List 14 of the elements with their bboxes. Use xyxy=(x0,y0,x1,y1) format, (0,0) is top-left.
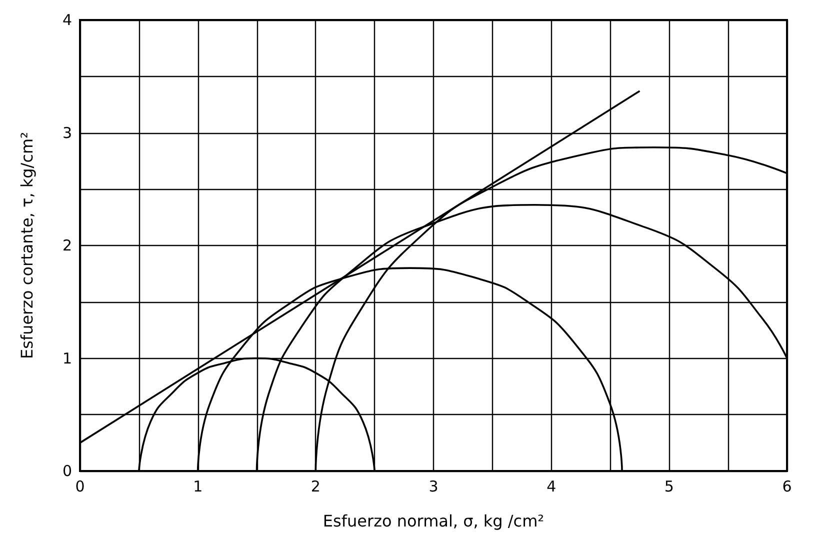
x-tick-label: 0 xyxy=(75,478,85,496)
y-axis-title: Esfuerzo cortante, τ, kg/cm² xyxy=(18,132,36,359)
x-tick-label: 1 xyxy=(193,478,203,496)
y-tick-label: 2 xyxy=(62,236,72,254)
y-tick-label: 0 xyxy=(62,462,72,480)
x-tick-label: 2 xyxy=(310,478,320,496)
x-axis-title: Esfuerzo normal, σ, kg /cm² xyxy=(322,512,544,530)
x-tick-label: 6 xyxy=(782,478,792,496)
x-tick-label: 3 xyxy=(428,478,438,496)
y-tick-label: 1 xyxy=(62,349,72,368)
y-tick-label: 4 xyxy=(62,11,72,29)
x-tick-label: 4 xyxy=(546,478,556,496)
x-tick-label: 5 xyxy=(664,478,674,496)
y-tick-label: 3 xyxy=(62,124,72,142)
